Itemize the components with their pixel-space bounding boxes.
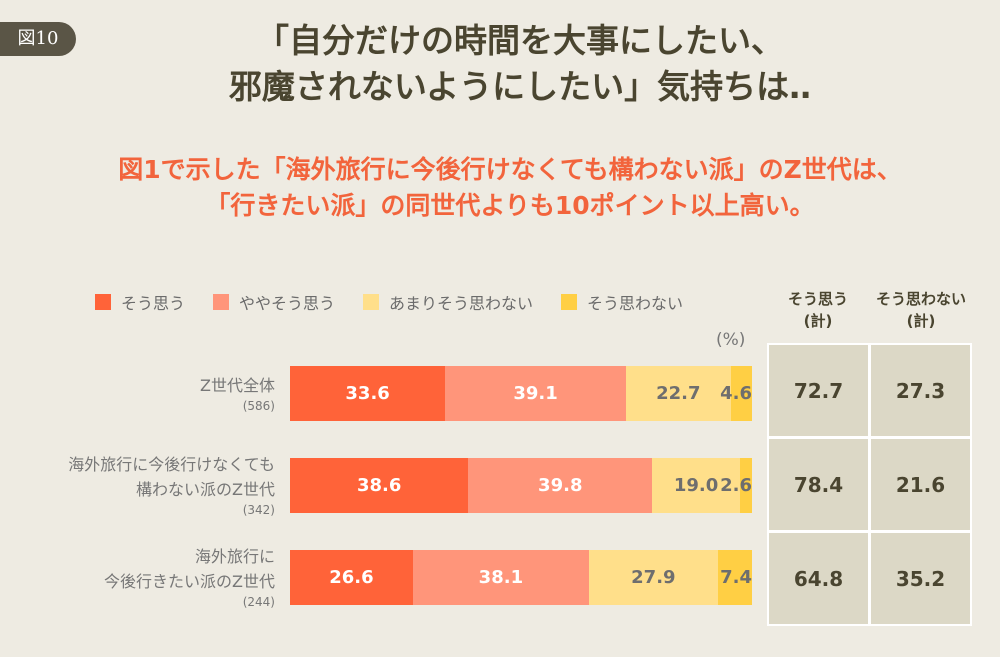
legend: そう思う ややそう思う あまりそう思わない そう思わない: [95, 290, 683, 314]
table-cell: 21.6: [871, 439, 970, 530]
table-header-agree: そう思う (計): [763, 288, 873, 332]
data-label: 26.6: [329, 567, 374, 588]
data-label: 38.6: [356, 475, 402, 496]
table-cell: 64.8: [769, 533, 868, 624]
sample-size: (342): [242, 503, 275, 517]
bar-segment: [412, 550, 589, 605]
legend-label: そう思う: [121, 294, 186, 313]
legend-item: そう思う: [95, 290, 185, 314]
bar-segment: [730, 366, 752, 421]
data-label: 39.8: [538, 475, 583, 496]
category-label: Z世代全体 (586): [200, 373, 275, 414]
legend-label: そう思わない: [587, 294, 684, 313]
sample-size: (244): [242, 595, 275, 609]
bar-row: 26.6 38.1 27.9 7.4: [290, 550, 752, 605]
bar-segment: [445, 366, 626, 421]
bar-segment: [739, 458, 752, 513]
legend-item: あまりそう思わない: [363, 290, 533, 314]
bar-segment: [468, 458, 653, 513]
bar-row: 33.6 39.1 22.7 4.6: [290, 366, 752, 421]
subtitle-line: 「行きたい派」の同世代よりも10ポイント以上高い。: [205, 191, 815, 220]
totals-table: 72.7 27.3 78.4 21.6 64.8 35.2: [767, 343, 972, 626]
bar-segment: [290, 366, 446, 421]
bar-segment: [717, 550, 752, 605]
category-label: 海外旅行に今後行きたい派のZ世代 (244): [104, 544, 275, 610]
legend-label: ややそう思う: [239, 294, 336, 313]
unit-label: (%): [716, 330, 746, 350]
category-text: 海外旅行に今後行けなくても: [68, 455, 275, 474]
legend-swatch: [95, 294, 111, 310]
subtitle: 図1で示した「海外旅行に今後行けなくても構わない派」のZ世代は、 「行きたい派」…: [40, 152, 980, 224]
category-text: 構わない派のZ世代: [136, 480, 275, 499]
legend-swatch: [561, 294, 578, 310]
legend-item: ややそう思う: [213, 290, 335, 314]
bar-segment: [625, 366, 731, 421]
category-text: 海外旅行に: [194, 547, 275, 566]
header-text: そう思わない: [875, 290, 966, 308]
bar-segment: [652, 458, 740, 513]
category-text: 今後行きたい派のZ世代: [104, 572, 275, 591]
data-label: 7.4: [720, 567, 752, 588]
title-line: 邪魔されないようにしたい」気持ちは‥: [228, 67, 812, 106]
sample-size: (586): [242, 398, 275, 413]
category-label: 海外旅行に今後行けなくても構わない派のZ世代 (342): [68, 452, 275, 518]
table-cell: 35.2: [871, 533, 970, 624]
legend-swatch: [363, 294, 380, 310]
legend-item: そう思わない: [561, 290, 683, 314]
page-title: 「自分だけの時間を大事にしたい、 邪魔されないようにしたい」気持ちは‥: [120, 18, 920, 110]
table-cell: 78.4: [769, 439, 868, 530]
data-label: 38.1: [478, 567, 524, 588]
data-label: 22.7: [656, 383, 701, 404]
data-label: 2.6: [720, 475, 752, 496]
legend-swatch: [213, 294, 230, 310]
data-label: 39.1: [513, 383, 558, 404]
bar-segment: [290, 550, 413, 605]
data-label: 4.6: [720, 383, 752, 404]
figure-badge: 図10: [0, 22, 76, 56]
header-text: (計): [803, 312, 833, 330]
legend-label: あまりそう思わない: [389, 294, 534, 313]
table-cell: 27.3: [871, 345, 970, 436]
header-text: (計): [906, 312, 936, 330]
subtitle-line: 図1で示した「海外旅行に今後行けなくても構わない派」のZ世代は、: [118, 155, 902, 184]
data-label: 19.0: [673, 475, 719, 496]
data-label: 27.9: [631, 567, 676, 588]
header-text: そう思う: [787, 290, 848, 308]
bar-segment: [588, 550, 718, 605]
title-line: 「自分だけの時間を大事にしたい、: [256, 21, 784, 60]
category-text: Z世代全体: [200, 375, 275, 395]
data-label: 33.6: [345, 383, 390, 404]
table-header-disagree: そう思わない (計): [866, 288, 976, 332]
bar-row: 38.6 39.8 19.0 2.6: [290, 458, 752, 513]
bar-segment: [290, 458, 469, 513]
table-cell: 72.7: [769, 345, 868, 436]
